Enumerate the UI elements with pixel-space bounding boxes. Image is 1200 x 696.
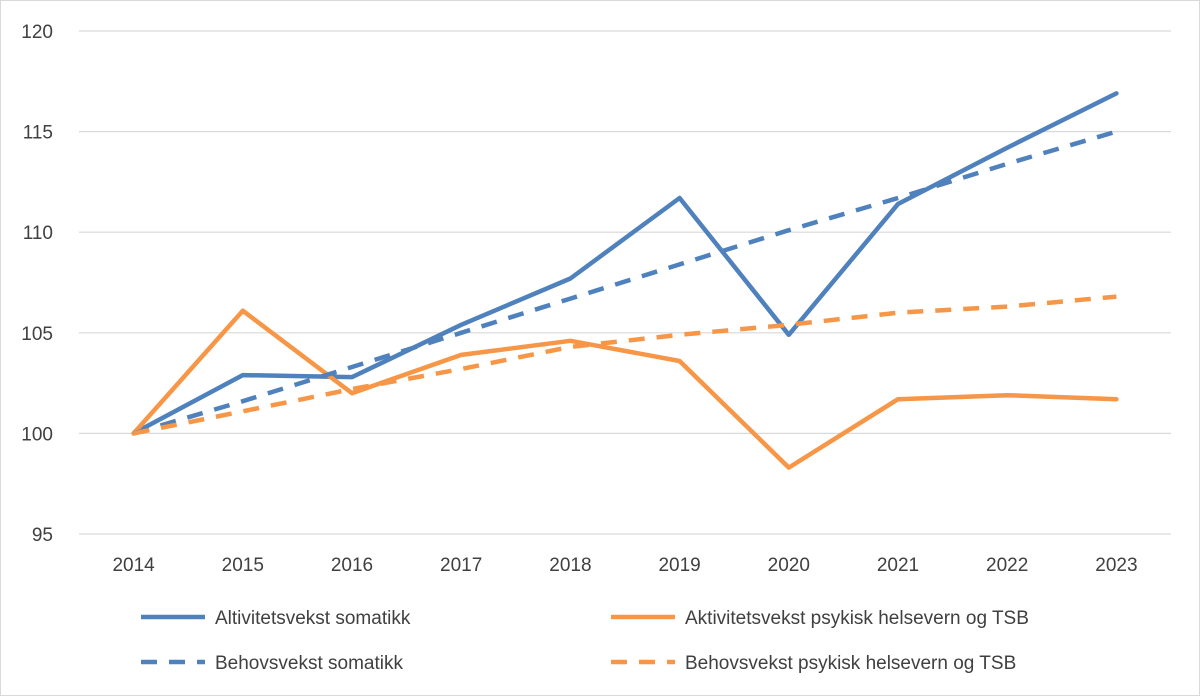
data-point [678,262,682,266]
data-point [132,431,136,435]
data-point [350,391,354,395]
data-point [1114,397,1118,401]
data-point [241,309,245,313]
x-tick-label: 2015 [222,555,264,576]
x-tick-label: 2021 [877,555,919,576]
plot-area [131,91,1119,470]
data-point [787,323,791,327]
data-point [568,339,572,343]
y-tick-label: 95 [32,525,53,546]
x-tick-label: 2022 [986,555,1028,576]
data-point [1114,295,1118,299]
x-tick-label: 2017 [440,555,482,576]
data-point [896,311,900,315]
data-point [678,196,682,200]
y-tick-label: 120 [21,22,53,43]
legend-label-1: Altivitetsvekst somatikk [215,608,411,629]
data-point [241,399,245,403]
data-point [350,365,354,369]
legend-label-2: Aktivitetsvekst psykisk helsevern og TSB [685,608,1029,629]
data-point [459,353,463,357]
series-line-2 [131,308,1119,470]
data-point [678,333,682,337]
data-point [459,367,463,371]
data-point [241,373,245,377]
data-point [896,202,900,206]
data-point [459,323,463,327]
series-line-3 [132,129,1118,436]
data-point [568,345,572,349]
data-point [787,333,791,337]
x-tick-label: 2016 [331,555,373,576]
data-point [1114,91,1118,95]
data-point [568,297,572,301]
x-tick-label: 2023 [1095,555,1137,576]
data-point [459,331,463,335]
data-point [896,196,900,200]
data-point [1005,393,1009,397]
y-tick-label: 105 [21,324,53,345]
y-tick-label: 110 [23,223,53,244]
grid-lines [79,30,1171,535]
data-point [787,228,791,232]
y-tick-label: 100 [21,424,53,445]
y-axis: 95 100 105 110 115 120 [21,22,53,546]
data-point [896,397,900,401]
series-line-1 [131,91,1119,436]
data-point [1005,162,1009,166]
data-point [350,387,354,391]
x-axis: 2014 2015 2016 2017 2018 2019 2020 2021 2022 2023 [112,555,1137,576]
x-tick-label: 2019 [658,555,700,576]
series-line-4 [133,294,1117,436]
x-tick-label: 2014 [112,555,155,576]
y-tick-label: 115 [23,123,53,144]
data-point [241,409,245,413]
data-point [350,375,354,379]
legend-label-3: Behovsvekst somatikk [215,653,403,674]
x-tick-label: 2018 [549,555,591,576]
data-point [678,359,682,363]
data-point [1114,130,1118,134]
data-point [568,276,572,280]
x-tick-label: 2020 [768,555,810,576]
data-point [787,466,791,470]
data-point [1005,146,1009,150]
data-point [1005,305,1009,309]
legend-label-4: Behovsvekst psykisk helsevern og TSB [685,653,1016,674]
legend: Altivitetsvekst somatikk Aktivitetsvekst … [141,608,1029,674]
